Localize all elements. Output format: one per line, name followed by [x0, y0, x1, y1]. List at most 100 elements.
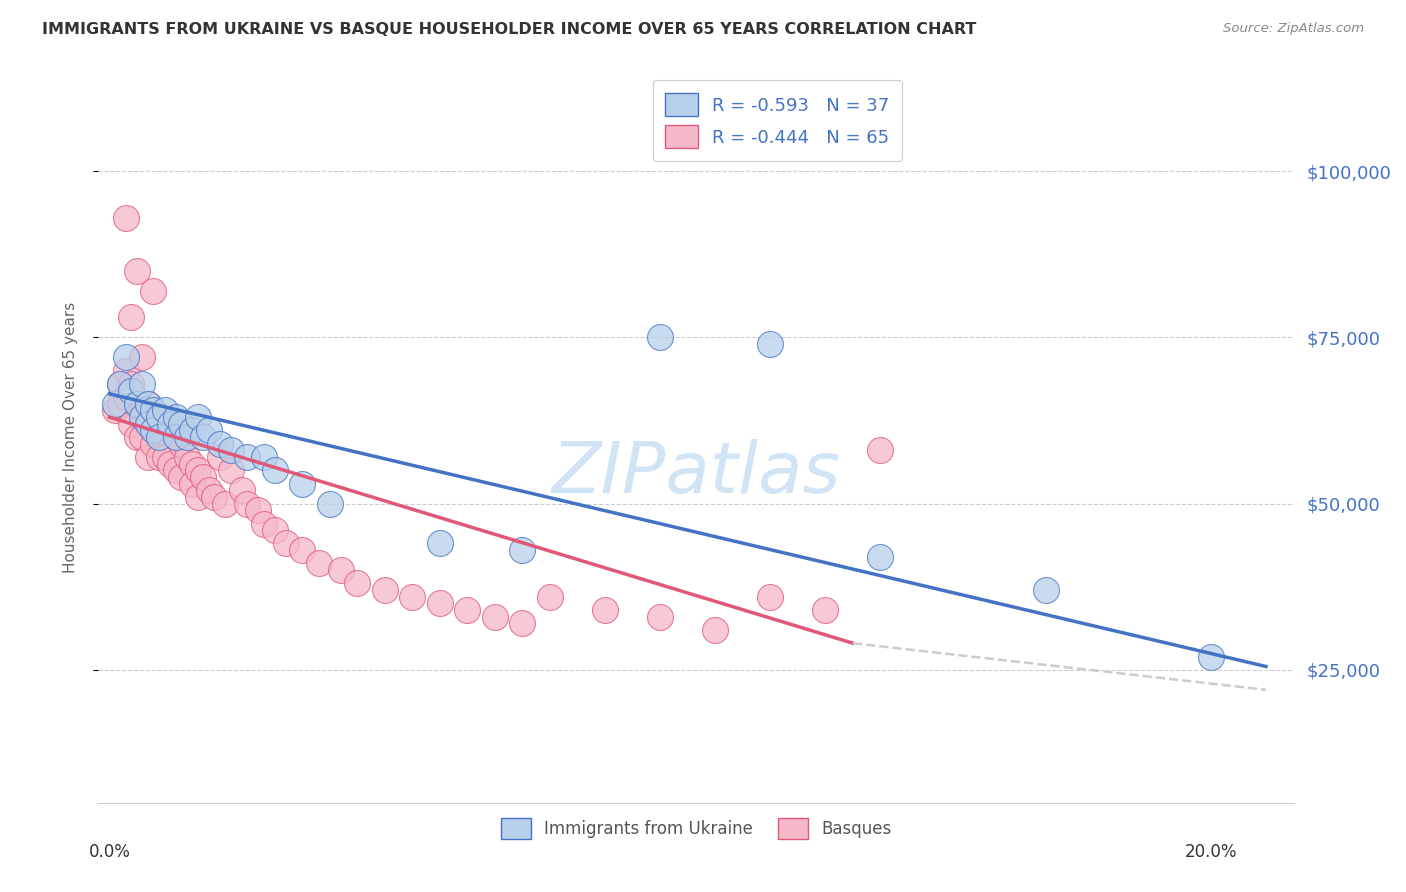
Point — [115, 351, 138, 365]
Point — [181, 424, 204, 438]
Point — [869, 549, 891, 564]
Point — [148, 410, 170, 425]
Point — [263, 523, 285, 537]
Point — [869, 443, 891, 458]
Point — [153, 450, 176, 464]
Point — [759, 337, 782, 351]
Point — [115, 211, 138, 225]
Point — [131, 376, 153, 391]
Point — [429, 536, 451, 550]
Point — [187, 463, 209, 477]
Point — [136, 450, 159, 464]
Point — [512, 616, 534, 631]
Point — [165, 410, 187, 425]
Point — [159, 417, 181, 431]
Point — [153, 417, 176, 431]
Point — [131, 403, 153, 417]
Point — [538, 590, 561, 604]
Point — [170, 436, 193, 450]
Point — [125, 264, 148, 278]
Point — [131, 351, 153, 365]
Point — [131, 430, 153, 444]
Point — [121, 310, 143, 325]
Point — [214, 497, 236, 511]
Point — [104, 397, 127, 411]
Point — [456, 603, 478, 617]
Point — [374, 582, 396, 597]
Point — [176, 450, 198, 464]
Point — [202, 490, 225, 504]
Point — [115, 390, 138, 404]
Point — [236, 497, 259, 511]
Point — [219, 443, 242, 458]
Point — [253, 516, 276, 531]
Text: IMMIGRANTS FROM UKRAINE VS BASQUE HOUSEHOLDER INCOME OVER 65 YEARS CORRELATION C: IMMIGRANTS FROM UKRAINE VS BASQUE HOUSEH… — [42, 22, 977, 37]
Point — [1035, 582, 1057, 597]
Point — [142, 284, 165, 298]
Point — [125, 397, 148, 411]
Point — [187, 490, 209, 504]
Point — [197, 424, 219, 438]
Point — [329, 563, 352, 577]
Point — [512, 543, 534, 558]
Point — [274, 536, 297, 550]
Point — [121, 384, 143, 398]
Point — [136, 397, 159, 411]
Point — [484, 609, 506, 624]
Point — [170, 470, 193, 484]
Point — [231, 483, 253, 498]
Legend: Immigrants from Ukraine, Basques: Immigrants from Ukraine, Basques — [494, 811, 898, 846]
Point — [429, 596, 451, 610]
Point — [153, 403, 176, 417]
Text: 20.0%: 20.0% — [1185, 843, 1237, 861]
Y-axis label: Householder Income Over 65 years: Householder Income Over 65 years — [63, 301, 77, 573]
Point — [148, 430, 170, 444]
Point — [136, 417, 159, 431]
Point — [291, 543, 314, 558]
Point — [142, 403, 165, 417]
Point — [181, 476, 204, 491]
Point — [165, 430, 187, 444]
Point — [115, 363, 138, 377]
Point — [253, 450, 276, 464]
Text: Source: ZipAtlas.com: Source: ZipAtlas.com — [1223, 22, 1364, 36]
Point — [159, 457, 181, 471]
Point — [121, 417, 143, 431]
Point — [142, 436, 165, 450]
Point — [208, 436, 231, 450]
Point — [181, 457, 204, 471]
Point — [401, 590, 423, 604]
Point — [125, 397, 148, 411]
Point — [197, 483, 219, 498]
Point — [110, 376, 132, 391]
Point — [308, 557, 330, 571]
Point — [346, 576, 368, 591]
Point — [593, 603, 616, 617]
Point — [142, 424, 165, 438]
Point — [104, 403, 127, 417]
Point — [148, 450, 170, 464]
Point — [125, 430, 148, 444]
Text: ZIPatlas: ZIPatlas — [551, 439, 841, 508]
Point — [148, 410, 170, 425]
Point — [650, 609, 672, 624]
Point — [136, 397, 159, 411]
Point — [121, 376, 143, 391]
Point — [142, 403, 165, 417]
Point — [759, 590, 782, 604]
Point — [291, 476, 314, 491]
Point — [110, 397, 132, 411]
Point — [219, 463, 242, 477]
Point — [159, 424, 181, 438]
Point — [208, 450, 231, 464]
Point — [650, 330, 672, 344]
Point — [704, 623, 727, 637]
Point — [247, 503, 270, 517]
Point — [319, 497, 342, 511]
Point — [176, 430, 198, 444]
Text: 0.0%: 0.0% — [89, 843, 131, 861]
Point — [187, 410, 209, 425]
Point — [110, 376, 132, 391]
Point — [191, 470, 214, 484]
Point — [131, 410, 153, 425]
